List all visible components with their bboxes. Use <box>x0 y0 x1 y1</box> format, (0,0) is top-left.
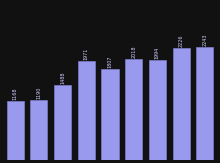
Bar <box>101 69 119 160</box>
Text: 1807: 1807 <box>108 56 112 68</box>
Text: 2018: 2018 <box>131 45 136 58</box>
Text: 1994: 1994 <box>155 47 160 59</box>
Bar <box>149 60 166 160</box>
Bar <box>172 48 190 160</box>
Bar <box>125 59 142 160</box>
Text: 1971: 1971 <box>84 48 89 60</box>
Text: 1488: 1488 <box>60 72 65 84</box>
Text: 1190: 1190 <box>37 87 41 99</box>
Text: 2226: 2226 <box>179 35 183 47</box>
Bar <box>54 85 71 160</box>
Bar <box>30 100 48 160</box>
Text: 2243: 2243 <box>202 34 207 46</box>
Bar <box>7 101 24 160</box>
Text: 1168: 1168 <box>13 88 18 100</box>
Bar <box>196 47 213 160</box>
Bar <box>78 61 95 160</box>
